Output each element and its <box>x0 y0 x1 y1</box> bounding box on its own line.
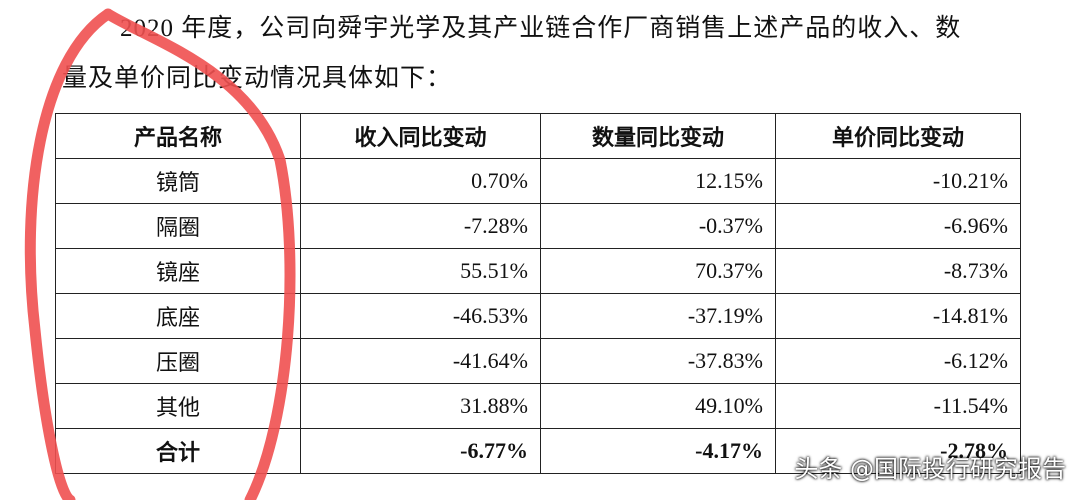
row-label: 镜筒 <box>55 158 301 204</box>
row-label: 其他 <box>55 383 301 429</box>
cell: -0.37% <box>540 203 776 249</box>
table-row: 底座 -46.53% -37.19% -14.81% <box>55 293 1021 339</box>
table-row: 镜筒 0.70% 12.15% -10.21% <box>55 158 1021 204</box>
row-label: 压圈 <box>55 338 301 384</box>
watermark: 头条 @国际投行研究报告 <box>794 455 1066 483</box>
cell: -4.17% <box>540 428 776 474</box>
header-row: 产品名称 收入同比变动 数量同比变动 单价同比变动 <box>55 113 1021 159</box>
cell: -2.78% <box>775 428 1021 474</box>
data-table: 产品名称 收入同比变动 数量同比变动 单价同比变动 镜筒 0.70% 12.15% -10.… <box>55 113 1021 474</box>
cell: -10.21% <box>775 158 1021 204</box>
header-cell: 数量同比变动 <box>540 113 776 159</box>
cell: 0.70% <box>300 158 541 204</box>
paragraph-line: 量及单价同比变动情况具体如下： <box>62 65 453 92</box>
table-row: 压圈 -41.64% -37.83% -6.12% <box>55 338 1021 384</box>
cell: -7.28% <box>300 203 541 249</box>
paragraph-line: 2020 年度，公司向舜宇光学及其产业链合作厂商销售上述产品的收入、数 <box>120 15 962 42</box>
row-label: 底座 <box>55 293 301 339</box>
cell: -8.73% <box>775 248 1021 294</box>
cell: 55.51% <box>300 248 541 294</box>
cell: -6.77% <box>300 428 541 474</box>
row-label: 隔圈 <box>55 203 301 249</box>
header-cell: 产品名称 <box>55 113 301 159</box>
